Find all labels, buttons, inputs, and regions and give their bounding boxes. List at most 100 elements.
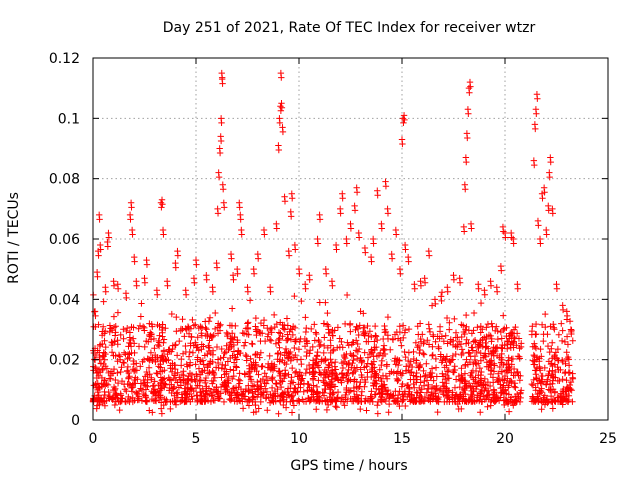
data-point xyxy=(118,395,125,402)
data-point xyxy=(434,395,441,402)
data-point xyxy=(483,333,490,340)
data-point xyxy=(347,225,355,232)
data-point xyxy=(214,210,222,217)
data-point xyxy=(193,370,200,378)
data-point xyxy=(180,368,187,375)
data-point xyxy=(203,276,210,283)
data-point xyxy=(470,309,478,317)
data-point xyxy=(517,387,525,394)
data-point xyxy=(126,373,133,380)
data-point xyxy=(368,346,375,353)
data-point xyxy=(540,337,547,345)
data-point xyxy=(119,359,127,366)
data-point xyxy=(505,354,512,361)
data-point xyxy=(563,349,570,356)
data-point xyxy=(518,340,525,347)
data-point xyxy=(270,311,278,319)
data-point xyxy=(151,386,159,393)
data-point xyxy=(442,356,449,364)
data-point xyxy=(497,384,504,392)
data-point xyxy=(374,402,381,409)
data-point xyxy=(110,313,118,320)
data-point xyxy=(364,354,372,361)
data-point xyxy=(376,366,383,373)
data-point xyxy=(458,351,465,359)
data-point xyxy=(482,353,489,360)
data-point xyxy=(544,399,551,407)
data-point xyxy=(192,361,199,368)
data-point xyxy=(312,329,319,336)
data-point xyxy=(426,328,434,336)
data-point xyxy=(220,398,228,406)
data-point xyxy=(274,350,281,358)
data-point xyxy=(437,385,444,392)
data-point xyxy=(464,134,471,142)
data-point xyxy=(347,328,354,335)
data-point xyxy=(414,343,421,351)
data-point xyxy=(475,285,482,292)
data-point xyxy=(156,332,163,339)
data-point xyxy=(463,356,470,363)
data-point xyxy=(473,348,480,356)
data-point xyxy=(308,388,315,395)
data-point xyxy=(374,410,382,417)
data-point xyxy=(259,362,266,370)
data-point xyxy=(100,360,107,368)
data-point xyxy=(110,365,118,373)
data-point xyxy=(383,361,391,368)
data-point xyxy=(569,375,577,382)
data-point xyxy=(157,379,164,387)
data-point xyxy=(477,299,485,307)
data-point xyxy=(96,384,103,392)
data-point xyxy=(264,333,271,340)
data-point xyxy=(188,371,196,379)
data-point xyxy=(291,384,298,392)
data-point xyxy=(270,398,277,406)
data-point xyxy=(415,342,423,350)
data-point xyxy=(373,380,380,387)
y-tick-label: 0.1 xyxy=(58,111,80,127)
data-point xyxy=(265,394,272,401)
data-point xyxy=(567,378,575,386)
data-point xyxy=(98,374,106,382)
data-point xyxy=(569,337,576,344)
data-point xyxy=(489,347,497,354)
data-point xyxy=(466,358,474,366)
data-point xyxy=(402,246,409,253)
data-point xyxy=(412,339,420,347)
data-point xyxy=(319,389,326,396)
data-point xyxy=(247,355,254,362)
data-point xyxy=(106,328,113,336)
data-point xyxy=(559,376,566,383)
data-point xyxy=(462,186,469,193)
data-point xyxy=(458,405,465,413)
data-point xyxy=(467,353,474,360)
data-point xyxy=(534,95,541,102)
data-point xyxy=(96,216,103,223)
data-point xyxy=(194,395,201,403)
data-point xyxy=(380,342,388,349)
data-point xyxy=(152,397,159,404)
data-point xyxy=(252,350,259,358)
data-point xyxy=(330,346,337,353)
data-point xyxy=(230,348,238,355)
data-point xyxy=(342,396,349,403)
data-point xyxy=(284,385,292,392)
data-point xyxy=(343,291,351,299)
data-point xyxy=(493,288,501,295)
y-tick-label: 0.06 xyxy=(49,232,80,248)
data-point xyxy=(563,393,570,400)
data-point xyxy=(510,402,517,409)
data-point xyxy=(551,361,559,368)
data-point xyxy=(546,348,553,356)
data-point xyxy=(327,337,334,344)
data-point xyxy=(517,394,524,402)
data-point xyxy=(205,385,213,392)
data-point xyxy=(160,231,167,238)
data-point xyxy=(338,370,346,378)
data-point xyxy=(177,378,185,386)
data-point xyxy=(488,320,495,327)
data-point xyxy=(509,339,517,347)
data-point xyxy=(489,323,496,330)
data-point xyxy=(250,359,257,366)
